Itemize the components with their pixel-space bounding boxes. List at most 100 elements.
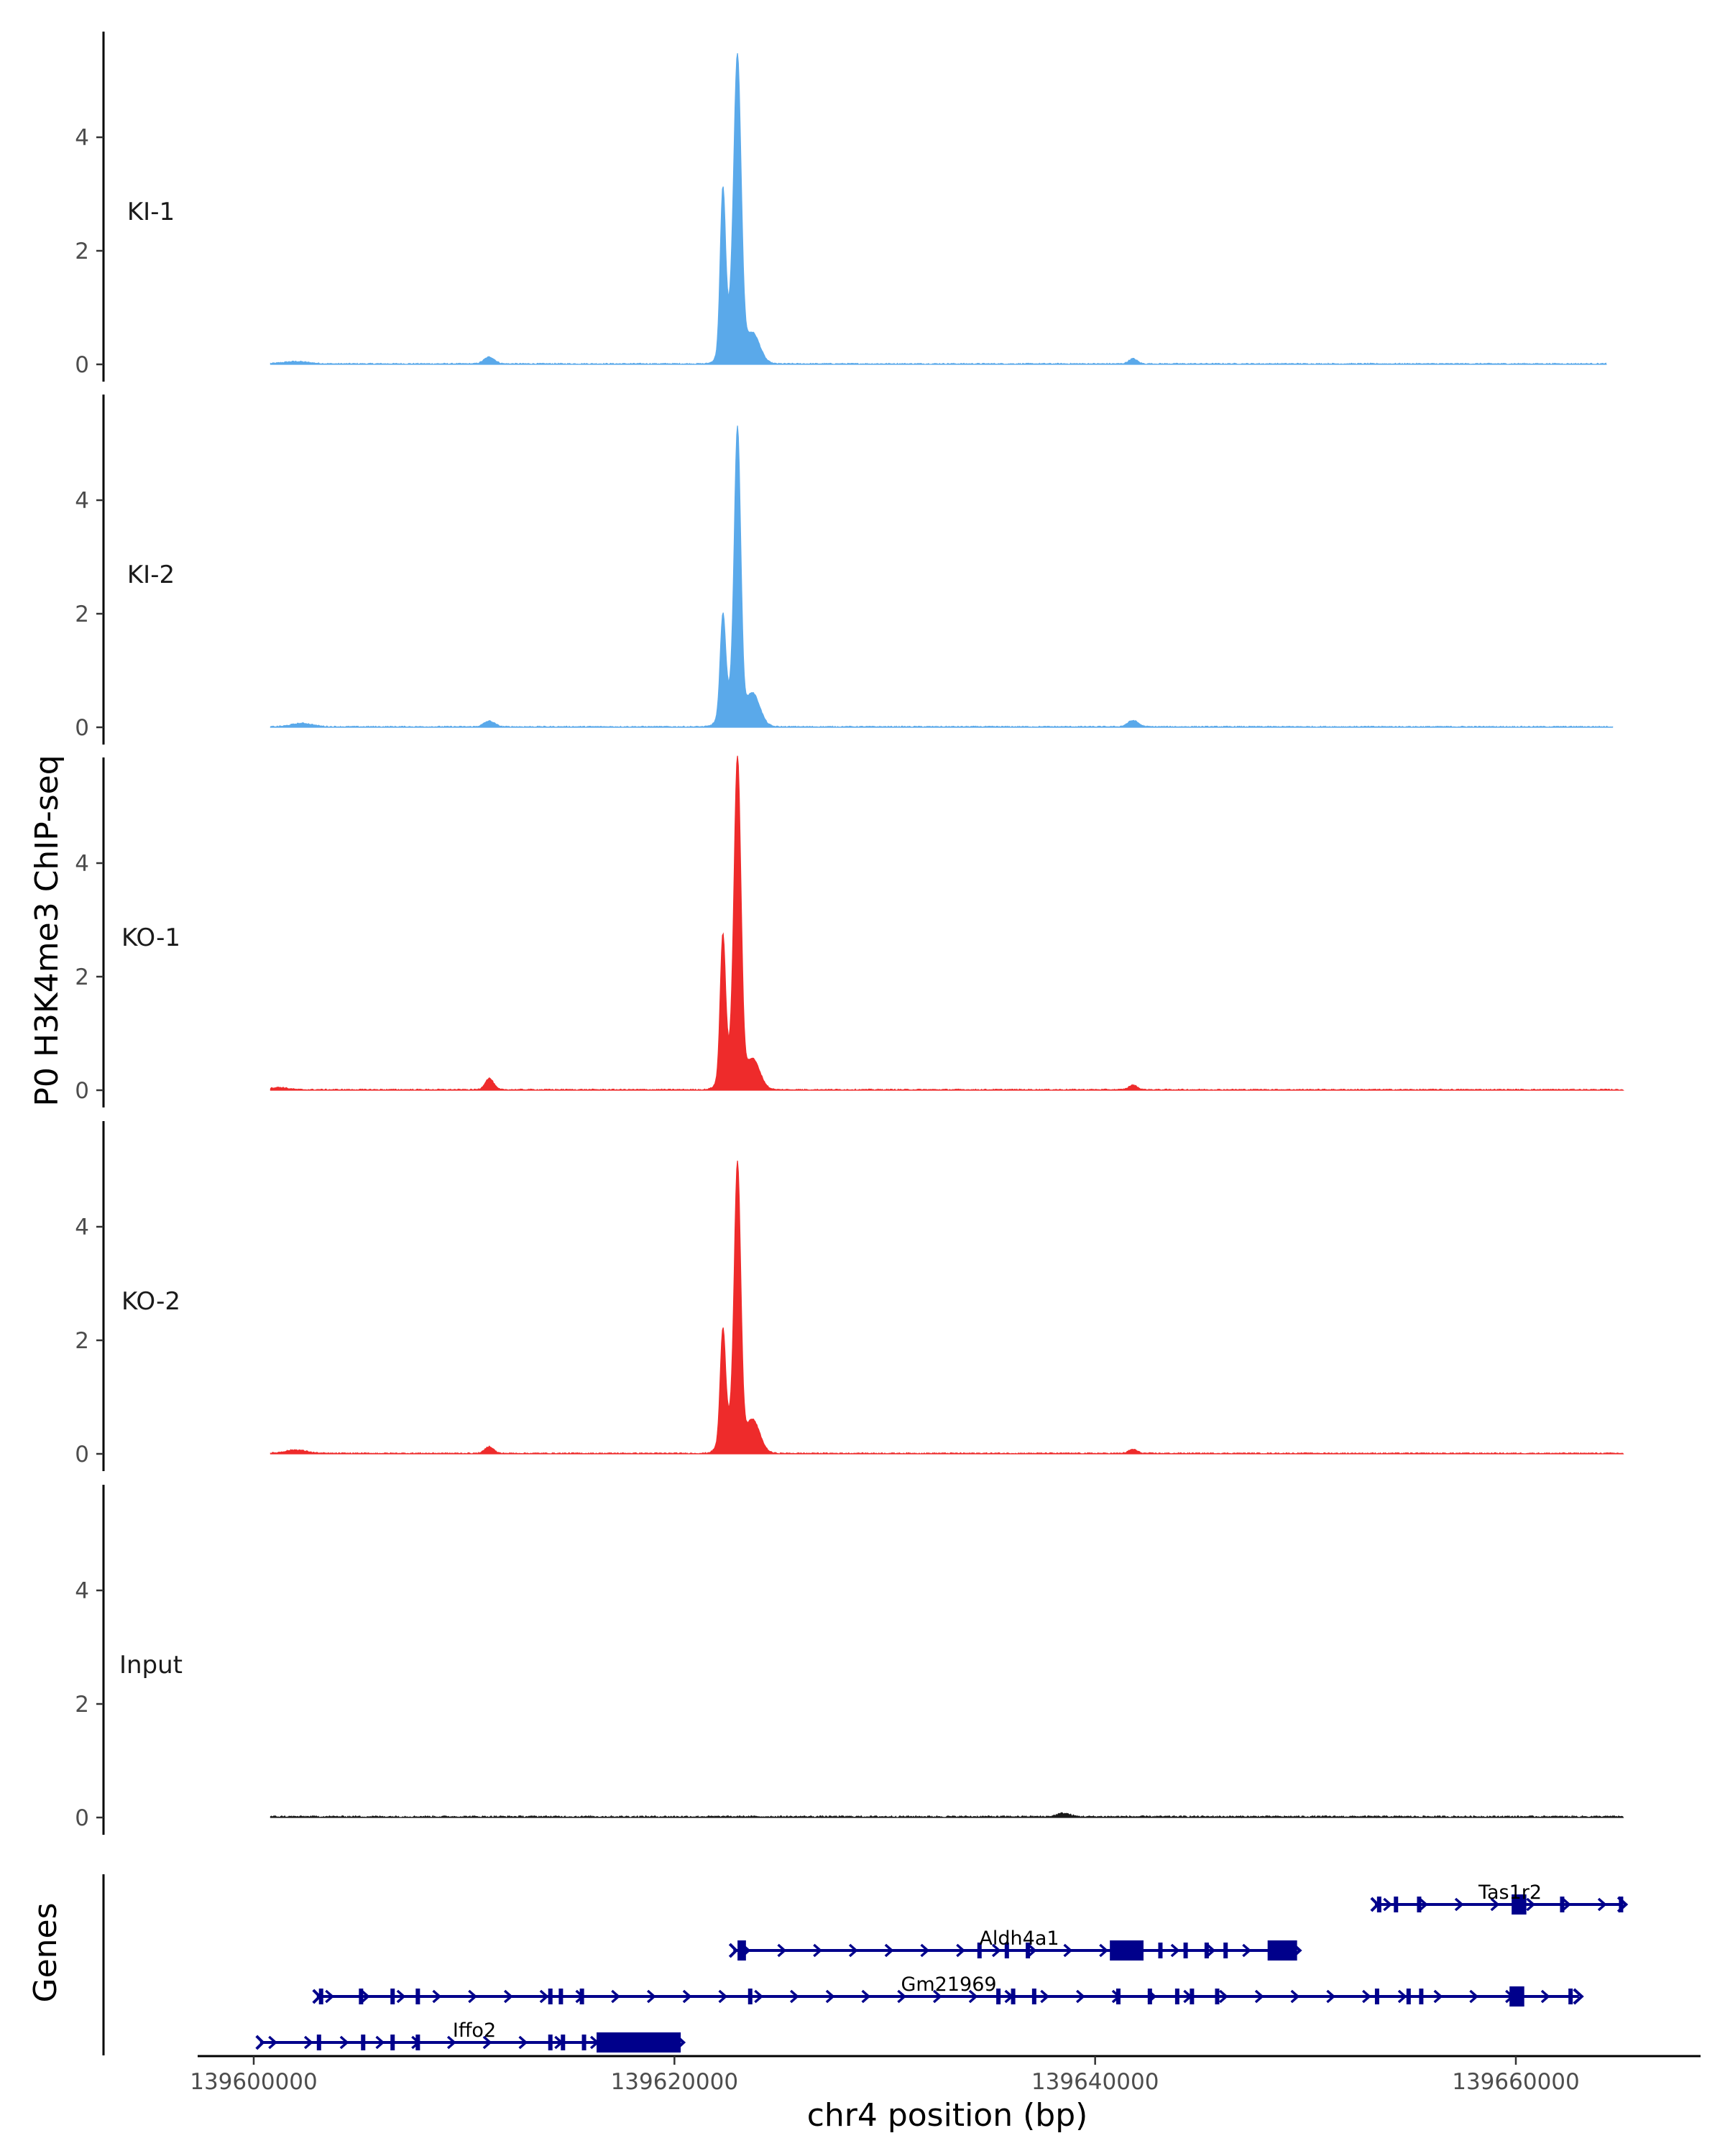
strand-arrow <box>518 2035 528 2050</box>
strand-arrow <box>682 1989 692 2004</box>
strand-arrow <box>933 1989 942 2004</box>
strand-arrow <box>1383 1897 1393 1912</box>
exon <box>1376 1897 1381 1912</box>
gene-start-cap <box>255 2035 265 2050</box>
strand-arrow <box>1170 1943 1180 1958</box>
exon <box>1419 1989 1424 2004</box>
strand-arrow <box>825 1989 835 2004</box>
strand-arrow <box>777 1943 787 1958</box>
strand-arrow <box>1290 1989 1300 2004</box>
exon <box>359 1989 364 2004</box>
coverage-area-input <box>270 1812 1624 1819</box>
track-label: KI-1 <box>127 198 175 226</box>
coverage-area-ki-1 <box>270 53 1607 365</box>
exon <box>1417 1897 1422 1912</box>
gene-iffo2: Iffo2 <box>255 2019 686 2053</box>
exon <box>1116 1989 1121 2004</box>
exon <box>1190 1989 1195 2004</box>
x-axis-title: chr4 position (bp) <box>807 2097 1088 2134</box>
strand-arrow <box>1454 1897 1464 1912</box>
exon <box>1568 1989 1573 2004</box>
exon <box>597 2032 681 2053</box>
strand-arrow <box>396 1989 406 2004</box>
y-tick-label: 2 <box>75 1692 89 1718</box>
gene-aldh4a1: Aldh4a1 <box>728 1927 1302 1961</box>
exon <box>1011 1989 1016 2004</box>
y-tick-label: 0 <box>75 352 89 378</box>
y-axis-title: P0 H3K4me3 ChIP-seq <box>29 755 65 1106</box>
exon <box>1619 1897 1624 1912</box>
exon <box>1031 1989 1036 2004</box>
track-ki-2: 0 2 4 KI-2 <box>75 395 1614 745</box>
exon <box>1204 1943 1209 1958</box>
strand-arrow <box>1526 1897 1536 1912</box>
gene-annotation-track: Tas1r2 Aldh4a1 Gm21969 Iffo2 <box>102 1874 1629 2055</box>
exon <box>390 1989 395 2004</box>
strand-arrow <box>1362 1989 1371 2004</box>
exon <box>1223 1943 1228 1958</box>
x-tick-label: 139620000 <box>611 2069 739 2095</box>
x-tick-label: 139640000 <box>1031 2069 1159 2095</box>
track-label: KI-2 <box>127 561 175 589</box>
strand-arrow <box>1076 1989 1085 2004</box>
strand-arrow <box>325 1989 334 2004</box>
gene-end-arrow <box>1616 1896 1629 1913</box>
strand-arrow <box>1063 1943 1073 1958</box>
y-tick-label: 4 <box>75 488 89 514</box>
strand-arrow <box>1490 1897 1500 1912</box>
exon <box>1560 1897 1565 1912</box>
strand-arrow <box>789 1989 799 2004</box>
y-tick-label: 0 <box>75 1805 89 1831</box>
exon <box>558 1989 564 2004</box>
track-label: Input <box>119 1651 183 1680</box>
exon <box>1147 1989 1152 2004</box>
strand-arrow <box>991 1943 1001 1958</box>
strand-arrow <box>1419 1897 1428 1912</box>
strand-arrow <box>848 1943 858 1958</box>
strand-arrow <box>468 1989 478 2004</box>
track-input: 0 2 4 Input <box>75 1485 1624 1835</box>
strand-arrow <box>1254 1989 1264 2004</box>
strand-arrow <box>268 2035 277 2050</box>
coverage-area-ko-1 <box>270 755 1624 1091</box>
exon <box>1374 1989 1379 2004</box>
x-tick-label: 139600000 <box>190 2069 318 2095</box>
track-ko-2: 0 2 4 KO-2 <box>75 1121 1624 1471</box>
exon <box>1183 1943 1188 1958</box>
strand-arrow <box>539 1989 549 2004</box>
chip-seq-tracks: 0 2 4 KI-1 0 2 4 KI-2 0 2 4 KO-1 0 2 4 KO-2 0 2 4 Input <box>75 32 1624 1835</box>
y-tick-label: 2 <box>75 239 89 264</box>
strand-arrow <box>956 1943 965 1958</box>
track-label: KO-1 <box>121 923 180 952</box>
strand-arrow <box>968 1989 978 2004</box>
coverage-area-ko-2 <box>270 1161 1624 1455</box>
strand-arrow <box>1099 1943 1109 1958</box>
strand-arrow <box>611 1989 621 2004</box>
exon <box>748 1989 753 2004</box>
gene-end-arrow <box>1291 1942 1302 1959</box>
gene-end-arrow <box>674 2034 686 2051</box>
strand-arrow <box>1326 1989 1336 2004</box>
track-label: KO-2 <box>121 1287 180 1316</box>
strand-arrow <box>884 1943 894 1958</box>
gene-start-cap <box>1370 1897 1380 1912</box>
exon <box>1406 1989 1411 2004</box>
exon <box>1215 1989 1220 2004</box>
gene-end-arrow <box>1573 1988 1584 2005</box>
strand-arrow <box>646 1989 656 2004</box>
strand-arrow <box>1219 1989 1228 2004</box>
y-tick-label: 2 <box>75 964 89 990</box>
y-tick-label: 0 <box>75 1442 89 1468</box>
strand-arrow <box>813 1943 822 1958</box>
exon <box>390 2035 395 2050</box>
strand-arrow <box>754 1989 764 2004</box>
exon <box>561 2035 566 2050</box>
strand-arrow <box>1597 1897 1607 1912</box>
exon <box>1026 1943 1031 1958</box>
y-tick-label: 4 <box>75 851 89 877</box>
y-tick-label: 0 <box>75 1078 89 1104</box>
exon <box>977 1943 982 1958</box>
strand-arrow <box>718 1989 728 2004</box>
exon <box>316 2035 321 2050</box>
